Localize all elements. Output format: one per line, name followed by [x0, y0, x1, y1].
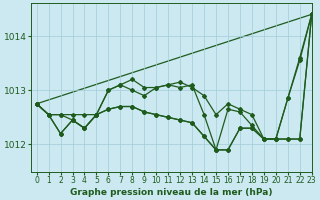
X-axis label: Graphe pression niveau de la mer (hPa): Graphe pression niveau de la mer (hPa): [70, 188, 272, 197]
